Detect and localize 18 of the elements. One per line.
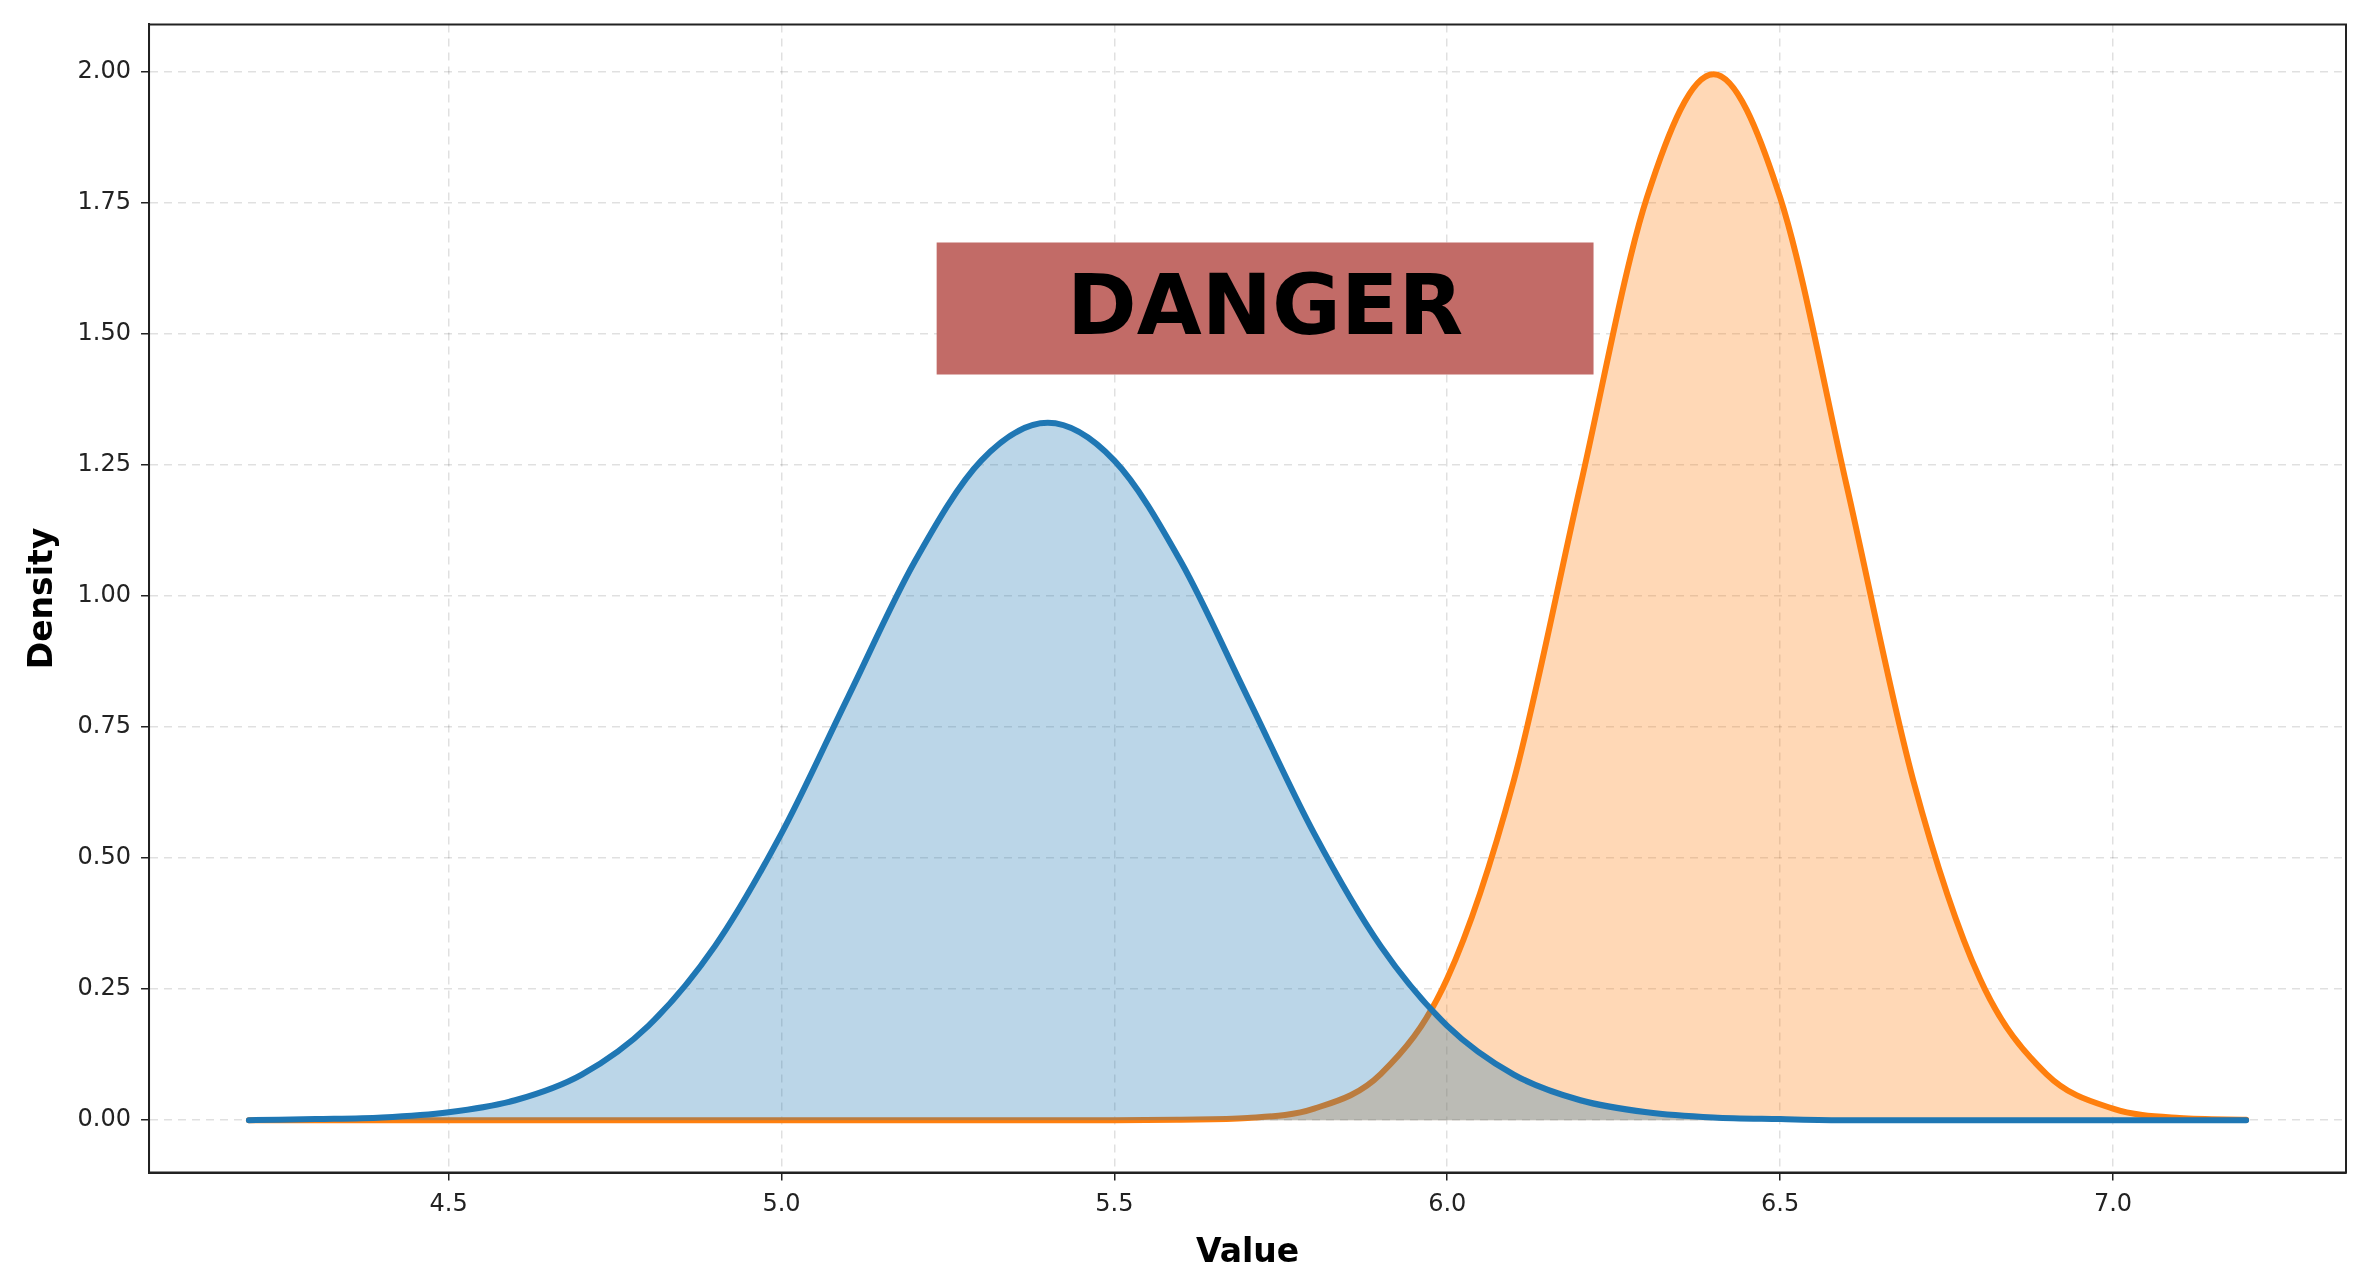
- x-tick-label: 4.5: [429, 1189, 468, 1218]
- y-tick-label: 1.50: [77, 317, 132, 346]
- y-tick-label: 1.00: [77, 580, 132, 609]
- y-tick-label: 1.25: [77, 449, 132, 478]
- y-tick-label: 0.50: [77, 842, 132, 871]
- y-tick-label: 0.75: [77, 711, 132, 740]
- x-tick-label: 5.0: [762, 1189, 801, 1218]
- y-tick-label: 2.00: [77, 55, 132, 84]
- y-axis-title: Density: [21, 527, 61, 670]
- y-tick-label: 0.00: [77, 1104, 132, 1133]
- x-tick-label: 6.5: [1761, 1189, 1800, 1218]
- y-tick-label: 1.75: [77, 186, 132, 215]
- y-tick-label: 0.25: [77, 973, 132, 1002]
- x-tick-label: 7.0: [2093, 1189, 2133, 1218]
- x-axis-title: Value: [1195, 1230, 1300, 1270]
- annotation: DANGER: [1067, 256, 1464, 355]
- x-tick-label: 6.0: [1428, 1189, 1467, 1218]
- x-tick-label: 5.5: [1095, 1189, 1134, 1218]
